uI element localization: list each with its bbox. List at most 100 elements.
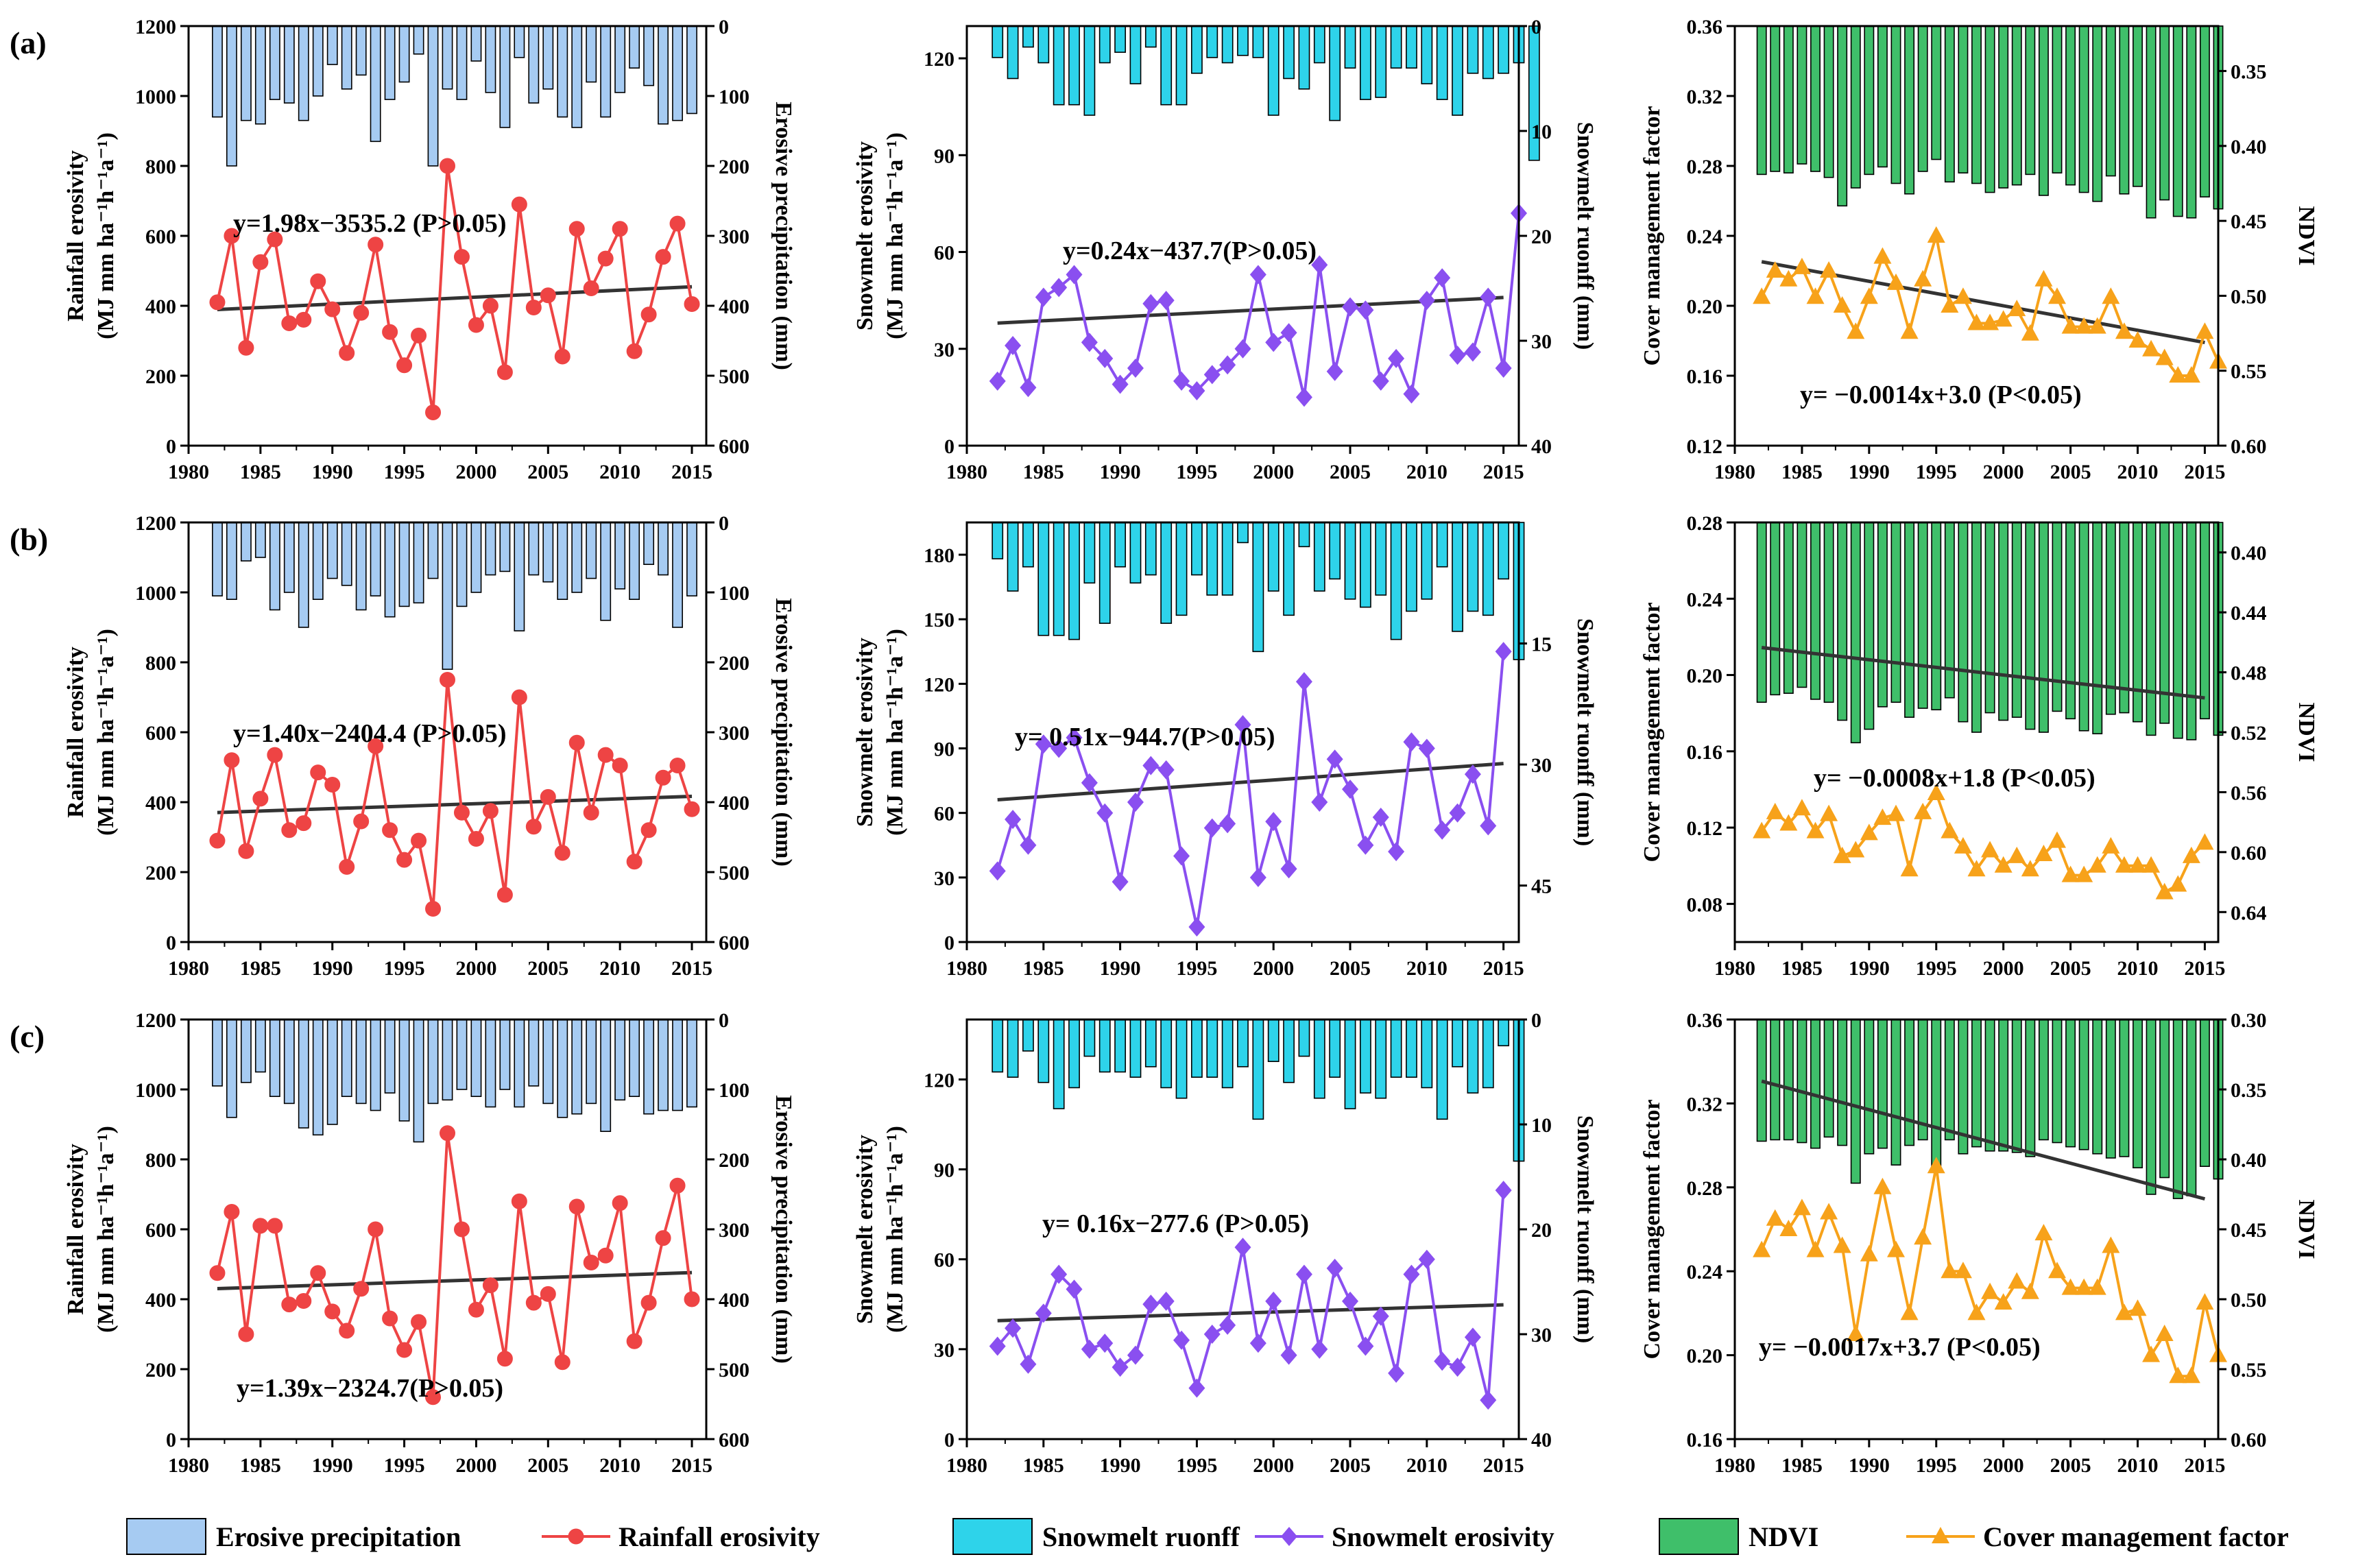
left-tick-label: 60 xyxy=(934,803,954,825)
left-tick-label: 30 xyxy=(934,339,954,361)
bar xyxy=(1375,522,1387,596)
data-point xyxy=(396,357,413,374)
bar xyxy=(370,1019,381,1111)
bar xyxy=(413,522,424,604)
data-point xyxy=(989,371,1006,391)
bar xyxy=(254,1019,266,1073)
data-point xyxy=(1326,361,1343,381)
bar xyxy=(1175,1019,1188,1099)
left-tick-label: 1000 xyxy=(135,1079,176,1102)
data-point xyxy=(1066,727,1083,747)
legend-item: NDVI xyxy=(1659,1518,1818,1555)
bar xyxy=(456,1019,468,1090)
x-tick-label: 1990 xyxy=(1849,957,1890,980)
trend-line xyxy=(217,1270,693,1291)
data-point xyxy=(511,196,527,213)
bar xyxy=(398,522,410,607)
bar xyxy=(312,522,324,600)
bar xyxy=(499,522,511,572)
data-point xyxy=(1357,1336,1374,1356)
trend-equation: y= 0.16x−277.6 (P>0.05) xyxy=(1042,1209,1309,1238)
x-tick-label: 2015 xyxy=(2184,1454,2225,1477)
bar xyxy=(1313,522,1325,592)
data-point xyxy=(281,822,298,839)
data-point xyxy=(1954,1262,1972,1279)
bar xyxy=(1467,25,1479,74)
data-point xyxy=(1280,1345,1297,1365)
data-point xyxy=(267,1218,283,1234)
bar xyxy=(2038,1019,2049,1141)
bar xyxy=(499,1019,511,1090)
right-tick-label: 20 xyxy=(1531,1219,1552,1242)
plot-frame xyxy=(965,521,1520,943)
bar xyxy=(470,1019,482,1097)
data-point xyxy=(1766,1209,1784,1226)
data-point xyxy=(425,901,442,917)
data-point xyxy=(1127,1345,1144,1365)
x-tick-label: 1985 xyxy=(1023,1454,1064,1477)
bar xyxy=(542,522,554,583)
data-point xyxy=(1142,756,1160,775)
data-point xyxy=(1967,860,1986,877)
left-tick-label: 0 xyxy=(944,435,954,458)
data-point xyxy=(2196,322,2214,339)
x-tick-label: 1980 xyxy=(1714,957,1755,980)
left-axis-title: Snowmelt erosivity xyxy=(852,141,878,330)
data-point xyxy=(1820,1203,1838,1220)
bar xyxy=(614,1019,626,1101)
bar xyxy=(384,522,396,618)
bar xyxy=(1329,522,1341,580)
bar xyxy=(312,25,324,97)
data-point xyxy=(2169,875,2187,892)
bar xyxy=(2025,522,2036,730)
x-tick-label: 1985 xyxy=(1781,461,1823,483)
trend-line xyxy=(1761,1079,2206,1201)
data-point xyxy=(2075,317,2093,334)
bar xyxy=(658,522,669,576)
bar xyxy=(499,25,511,128)
data-point xyxy=(1887,273,1905,290)
data-point xyxy=(1342,297,1359,317)
bar xyxy=(2065,1019,2076,1148)
right-tick-label: 10 xyxy=(1531,121,1552,143)
data-point xyxy=(597,747,614,763)
left-tick-label: 90 xyxy=(934,738,954,761)
bar xyxy=(1022,522,1034,568)
data-point xyxy=(482,803,499,819)
bar xyxy=(1298,1019,1310,1057)
data-point xyxy=(1280,859,1297,879)
right-tick-label: 200 xyxy=(719,156,749,178)
bar xyxy=(1221,1019,1234,1089)
bar xyxy=(1068,25,1080,106)
data-point xyxy=(1766,802,1784,819)
data-point xyxy=(209,1265,226,1281)
data-point xyxy=(1914,269,1932,287)
data-point xyxy=(468,317,484,333)
x-tick-label: 1995 xyxy=(1916,957,1957,980)
right-tick-label: 0.30 xyxy=(2231,1009,2267,1032)
bar xyxy=(1175,25,1188,106)
right-axis-title: Erosive precipitation (mm) xyxy=(771,1095,796,1364)
x-tick-label: 1995 xyxy=(1916,1454,1957,1477)
data-point xyxy=(626,854,642,870)
data-point xyxy=(2182,366,2200,383)
right-axis-title: NDVI xyxy=(2294,703,2319,762)
data-point xyxy=(1967,313,1986,330)
left-tick-label: 0.20 xyxy=(1687,665,1723,688)
bar xyxy=(1850,1019,1861,1184)
bar xyxy=(542,25,554,90)
x-tick-label: 1990 xyxy=(1100,461,1141,483)
bar xyxy=(1267,25,1280,116)
x-tick-label: 1980 xyxy=(168,1454,209,1477)
bar xyxy=(1810,1019,1821,1149)
right-tick-label: 600 xyxy=(719,1429,749,1451)
data-point xyxy=(1434,1351,1451,1371)
legend-swatch-bar xyxy=(1659,1518,1739,1555)
data-point xyxy=(612,1195,628,1211)
data-point xyxy=(310,764,326,781)
bar xyxy=(1890,25,1901,184)
left-tick-label: 1200 xyxy=(135,16,176,38)
data-point xyxy=(1005,1318,1022,1338)
x-tick-label: 1990 xyxy=(1849,461,1890,483)
data-point xyxy=(453,1221,470,1238)
